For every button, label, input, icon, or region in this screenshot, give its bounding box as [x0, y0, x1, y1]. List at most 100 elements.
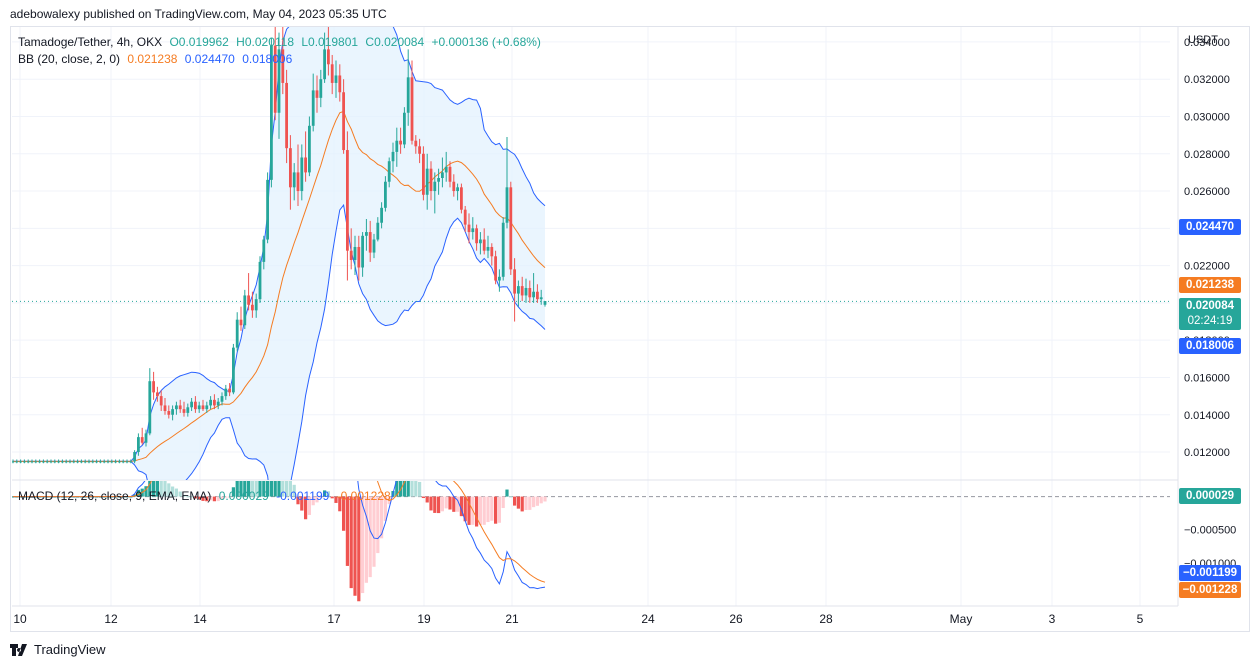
candle-body: [482, 239, 486, 251]
time-tick-label: 26: [729, 612, 743, 626]
candle-body: [524, 287, 528, 296]
macd-histogram-bar: [380, 496, 384, 539]
macd-histogram-bar: [254, 481, 258, 497]
macd-histogram-bar: [235, 481, 239, 497]
candle-body: [114, 461, 117, 463]
candle-body: [194, 401, 197, 410]
macd-histogram-bar: [402, 481, 406, 497]
candle-body: [376, 222, 380, 240]
candle-body: [213, 399, 216, 406]
candle-body: [391, 151, 395, 162]
candle-body: [137, 437, 140, 453]
macd-histogram-bar: [224, 496, 228, 498]
macd-histogram-bar: [288, 481, 292, 497]
macd-tick-label: −0.000500: [1184, 525, 1236, 537]
time-tick-label: 5: [1137, 612, 1144, 626]
macd-histogram-bar: [448, 496, 452, 510]
bar-countdown: 02:24:19: [1187, 315, 1233, 327]
candle-body: [456, 187, 459, 192]
macd-histogram-bar: [475, 496, 479, 527]
last-price-value: 0.020084: [1186, 300, 1234, 312]
candle-body: [72, 461, 76, 463]
candle-body: [76, 461, 79, 463]
macd-histogram-bar: [152, 481, 156, 497]
candle-body: [201, 405, 205, 410]
candle-body: [243, 295, 247, 326]
candle-body: [167, 411, 171, 415]
footer[interactable]: TradingView: [10, 642, 106, 657]
bb-upper-value: 0.024470: [184, 52, 235, 66]
macd-histogram-bar: [532, 496, 536, 508]
macd-histogram-bar: [414, 481, 418, 497]
macd-histogram-bar: [171, 486, 175, 497]
macd-histogram-bar: [395, 481, 399, 497]
candle-body: [12, 461, 15, 463]
candle-body: [384, 181, 387, 208]
macd-histogram-bar: [399, 481, 403, 497]
macd-histogram-bar: [231, 487, 235, 497]
macd-histogram-bar: [209, 496, 213, 501]
candle-body: [387, 161, 391, 182]
macd-histogram-bar: [349, 496, 353, 589]
macd-histogram-bar: [459, 496, 463, 517]
low-value: L0.019801: [301, 35, 359, 49]
macd-histogram-bar: [440, 496, 444, 512]
candle-body: [205, 405, 209, 410]
macd-histogram-bar: [167, 483, 171, 497]
candle-body: [133, 452, 136, 462]
candle-body: [235, 319, 239, 348]
grid-lines: [12, 27, 1179, 607]
candle-body: [140, 437, 144, 443]
candle-body: [349, 250, 353, 261]
macd-hist-value: 0.000029: [218, 489, 269, 503]
macd-histogram-bar: [155, 481, 159, 497]
price-tick-label: 0.016000: [1184, 372, 1230, 384]
macd-signal-value: -0.001228: [336, 489, 391, 503]
candle-body: [64, 461, 68, 463]
macd-histogram-bar: [292, 484, 296, 497]
macd-histogram-bar: [418, 481, 422, 497]
symbol-legend: Tamadoge/Tether, 4h, OKX O0.019962 H0.02…: [18, 35, 545, 49]
candle-body: [99, 461, 102, 463]
price-tick-label: 0.030000: [1184, 111, 1230, 123]
candle-body: [45, 461, 49, 463]
macd-histogram-bar: [497, 496, 501, 523]
candle-body: [270, 45, 273, 180]
candle-body: [490, 246, 494, 257]
macd-histogram-bar: [247, 481, 251, 497]
candle-body: [414, 140, 418, 147]
candle-body: [319, 79, 323, 98]
macd-histogram-bar: [300, 496, 304, 511]
candle-body: [460, 187, 463, 210]
macd-legend: MACD (12, 26, close, 9, EMA, EMA) 0.0000…: [18, 489, 395, 503]
candle-body: [171, 409, 174, 415]
publish-caption: adebowalexy published on TradingView.com…: [10, 7, 387, 21]
candle-body: [444, 166, 448, 173]
macd-histogram-bar: [326, 491, 330, 497]
candle-body: [159, 396, 163, 406]
candle-body: [418, 146, 421, 154]
price-tick-label: 0.034000: [1184, 37, 1230, 49]
candle-body: [520, 286, 524, 296]
candle-body: [209, 399, 212, 406]
candle-body: [539, 297, 543, 300]
macd-histogram-bar: [307, 496, 311, 515]
candle-body: [239, 319, 243, 326]
macd-histogram-bar: [535, 496, 539, 506]
bb-upper-tag: 0.024470: [1179, 219, 1241, 235]
candle-body: [372, 239, 376, 253]
macd-histogram-bar: [258, 481, 262, 497]
macd-histogram-bar: [285, 481, 289, 497]
macd-histogram-bar: [205, 496, 209, 502]
macd-histogram-bar: [334, 496, 338, 503]
bb-basis-tag: 0.021238: [1179, 277, 1241, 293]
candle-body: [501, 222, 505, 277]
macd-histogram-bar: [174, 488, 178, 497]
candle-body: [463, 209, 467, 225]
candle-body: [254, 299, 258, 311]
macd-histogram-bar: [376, 496, 380, 554]
candle-body: [429, 168, 433, 192]
candle-body: [49, 461, 53, 463]
candle-body: [517, 286, 520, 294]
